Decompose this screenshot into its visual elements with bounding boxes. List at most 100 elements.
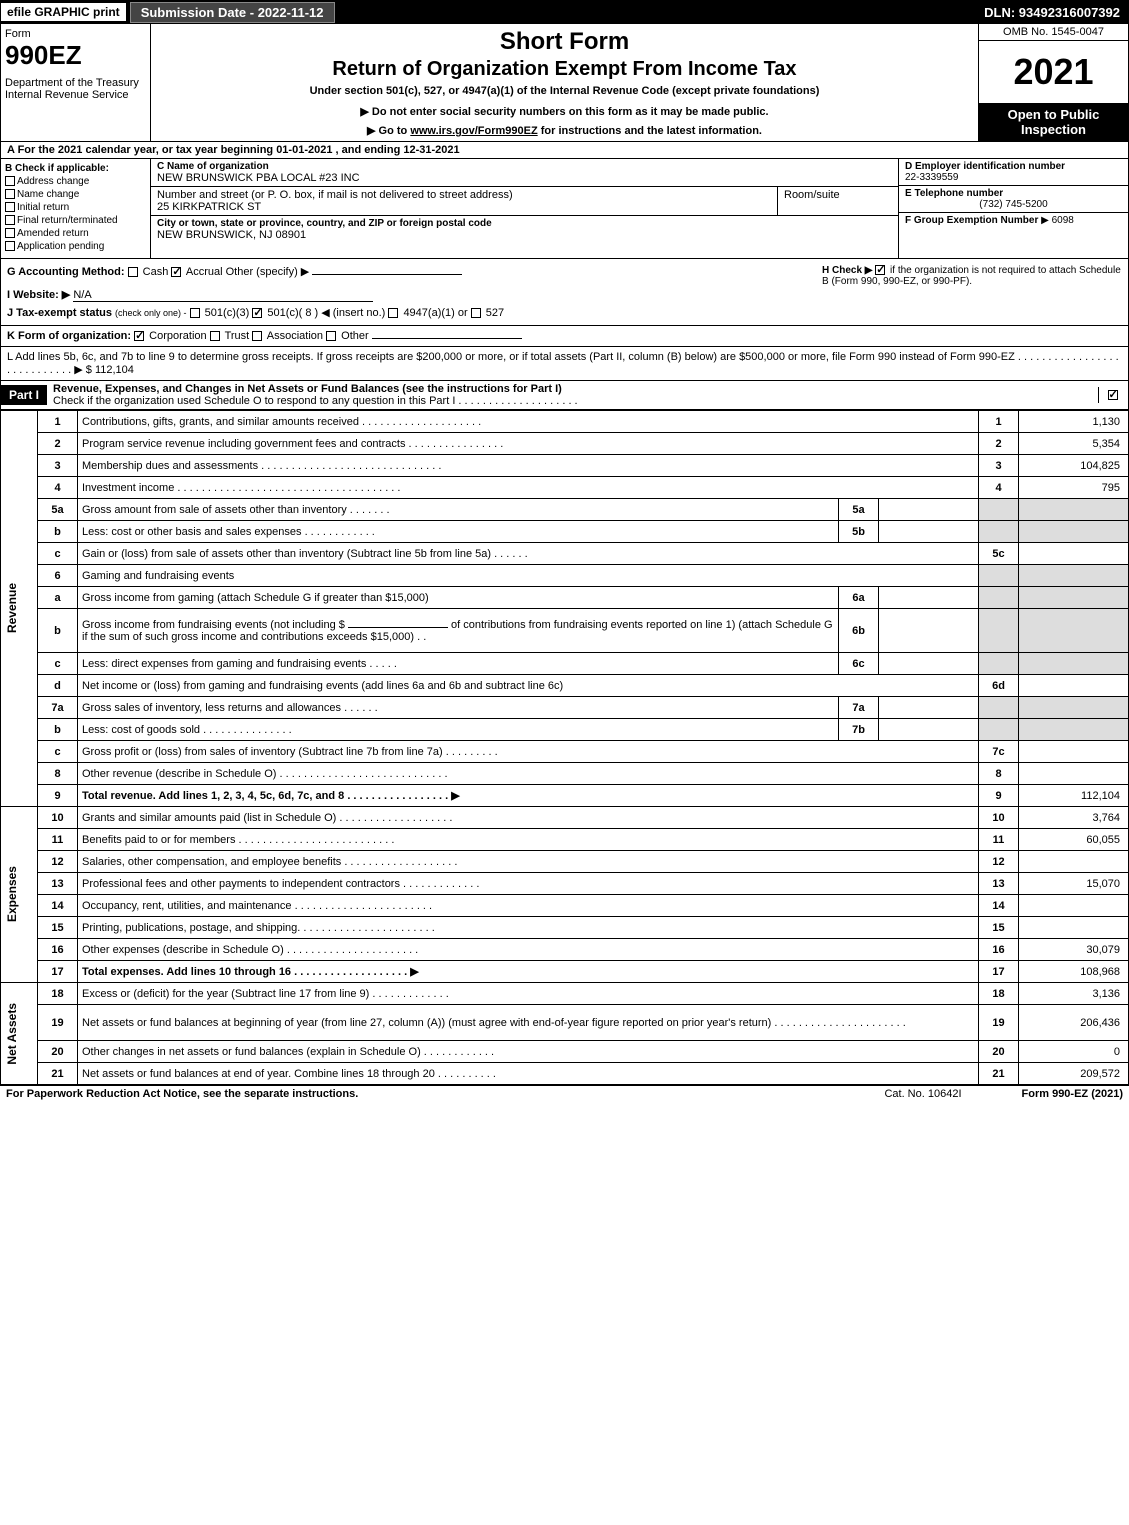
line-7b: b Less: cost of goods sold . . . . . . .… [1,719,1129,741]
line-1: Revenue 1 Contributions, gifts, grants, … [1,411,1129,433]
ein-label: D Employer identification number [905,161,1122,172]
l-val: 112,104 [95,364,134,376]
chk-amended-return[interactable]: Amended return [5,228,146,239]
line-7a: 7a Gross sales of inventory, less return… [1,697,1129,719]
link-post: for instructions and the latest informat… [538,125,762,137]
line-15: 15 Printing, publications, postage, and … [1,917,1129,939]
line-k: K Form of organization: Corporation Trus… [0,326,1129,347]
row-a-tax-year: A For the 2021 calendar year, or tax yea… [0,142,1129,159]
group-exemption-label: F Group Exemption Number [905,215,1038,226]
line-4: 4 Investment income . . . . . . . . . . … [1,477,1129,499]
line-j: J Tax-exempt status (check only one) - 5… [7,306,822,319]
chk-501c3[interactable] [190,308,200,318]
line-g: G Accounting Method: Cash Accrual Other … [7,265,822,278]
group-exemption-cell: F Group Exemption Number ▶ 6098 [899,213,1128,258]
form-number: 990EZ [5,40,146,71]
chk-application-pending[interactable]: Application pending [5,241,146,252]
chk-initial-return[interactable]: Initial return [5,202,146,213]
room-cell: Room/suite [778,187,898,215]
line-6c: c Less: direct expenses from gaming and … [1,653,1129,675]
irs-link-line: ▶ Go to www.irs.gov/Form990EZ for instru… [159,124,970,137]
chk-association[interactable] [252,331,262,341]
main-info: B Check if applicable: Address change Na… [0,159,1129,259]
section-g-left: G Accounting Method: Cash Accrual Other … [7,265,822,319]
line-14: 14 Occupancy, rent, utilities, and maint… [1,895,1129,917]
l-text: L Add lines 5b, 6c, and 7b to line 9 to … [7,351,1119,376]
form-header: Form 990EZ Department of the Treasury In… [0,24,1129,142]
form-title: Return of Organization Exempt From Incom… [159,58,970,81]
chk-address-change[interactable]: Address change [5,176,146,187]
section-g-through-j: G Accounting Method: Cash Accrual Other … [0,259,1129,326]
submission-date: Submission Date - 2022-11-12 [130,2,335,23]
footer-left: For Paperwork Reduction Act Notice, see … [6,1088,884,1100]
part-1-table: Revenue 1 Contributions, gifts, grants, … [0,410,1129,1085]
chk-other-org[interactable] [326,331,336,341]
chk-corporation[interactable] [134,331,144,341]
chk-final-return[interactable]: Final return/terminated [5,215,146,226]
chk-trust[interactable] [210,331,220,341]
side-revenue: Revenue [1,411,38,807]
col-b-checkboxes: B Check if applicable: Address change Na… [1,159,151,258]
line-13: 13 Professional fees and other payments … [1,873,1129,895]
line-3: 3 Membership dues and assessments . . . … [1,455,1129,477]
phone-label: E Telephone number [905,188,1122,199]
city-cell: City or town, state or province, country… [151,216,898,243]
chk-name-change[interactable]: Name change [5,189,146,200]
line-12: 12 Salaries, other compensation, and emp… [1,851,1129,873]
short-form-title: Short Form [159,28,970,56]
footer-mid: Cat. No. 10642I [884,1088,961,1100]
line-21: 21 Net assets or fund balances at end of… [1,1063,1129,1085]
street-cell: Number and street (or P. O. box, if mail… [151,187,778,215]
part-1-badge: Part I [1,385,47,405]
part-1-check-note: Check if the organization used Schedule … [53,395,578,407]
chk-4947[interactable] [388,308,398,318]
chk-527[interactable] [471,308,481,318]
other-specify-input[interactable] [312,274,462,275]
line-7c: c Gross profit or (loss) from sales of i… [1,741,1129,763]
line-18: Net Assets 18 Excess or (deficit) for th… [1,983,1129,1005]
h-label: H Check ▶ [822,265,872,276]
chk-schedule-o[interactable] [1108,390,1118,400]
col-b-label: B Check if applicable: [5,163,146,174]
side-netassets: Net Assets [1,983,38,1085]
ein-cell: D Employer identification number 22-3339… [899,159,1128,186]
col-c-org-info: C Name of organization NEW BRUNSWICK PBA… [151,159,898,258]
line-16: 16 Other expenses (describe in Schedule … [1,939,1129,961]
link-pre: ▶ Go to [367,125,410,137]
j-label: J Tax-exempt status [7,307,112,319]
header-right: OMB No. 1545-0047 2021 Open to Public In… [978,24,1128,141]
line-6b: b Gross income from fundraising events (… [1,609,1129,653]
chk-accrual[interactable] [171,267,181,277]
chk-h[interactable] [875,265,885,275]
street-label: Number and street (or P. O. box, if mail… [157,189,771,201]
ein: 22-3339559 [905,172,1122,183]
k-label: K Form of organization: [7,330,131,342]
line-11: 11 Benefits paid to or for members . . .… [1,829,1129,851]
line-5b: b Less: cost or other basis and sales ex… [1,521,1129,543]
header-center: Short Form Return of Organization Exempt… [151,24,978,141]
phone: (732) 745-5200 [905,199,1122,210]
part-1-checkbox-cell [1098,387,1128,403]
footer-right: Form 990-EZ (2021) [1022,1088,1123,1100]
fundraising-amount-input[interactable] [348,627,448,628]
part-1-header-row: Part I Revenue, Expenses, and Changes in… [0,381,1129,410]
inspection-badge: Open to Public Inspection [979,103,1128,141]
efile-label[interactable]: efile GRAPHIC print [1,3,126,21]
chk-cash[interactable] [128,267,138,277]
address-row: Number and street (or P. O. box, if mail… [151,187,898,216]
org-name-cell: C Name of organization NEW BRUNSWICK PBA… [151,159,898,187]
col-d-ids: D Employer identification number 22-3339… [898,159,1128,258]
i-label: I Website: ▶ [7,289,70,301]
line-5c: c Gain or (loss) from sale of assets oth… [1,543,1129,565]
line-20: 20 Other changes in net assets or fund b… [1,1041,1129,1063]
header-left: Form 990EZ Department of the Treasury In… [1,24,151,141]
irs-link[interactable]: www.irs.gov/Form990EZ [410,125,537,137]
top-bar: efile GRAPHIC print Submission Date - 20… [0,0,1129,24]
group-exemption: ▶ 6098 [1041,215,1074,226]
phone-cell: E Telephone number (732) 745-5200 [899,186,1128,213]
page-footer: For Paperwork Reduction Act Notice, see … [0,1085,1129,1102]
part-1-title: Revenue, Expenses, and Changes in Net As… [47,381,1098,409]
other-org-input[interactable] [372,338,522,339]
chk-501c[interactable] [252,308,262,318]
department: Department of the Treasury Internal Reve… [5,77,146,101]
